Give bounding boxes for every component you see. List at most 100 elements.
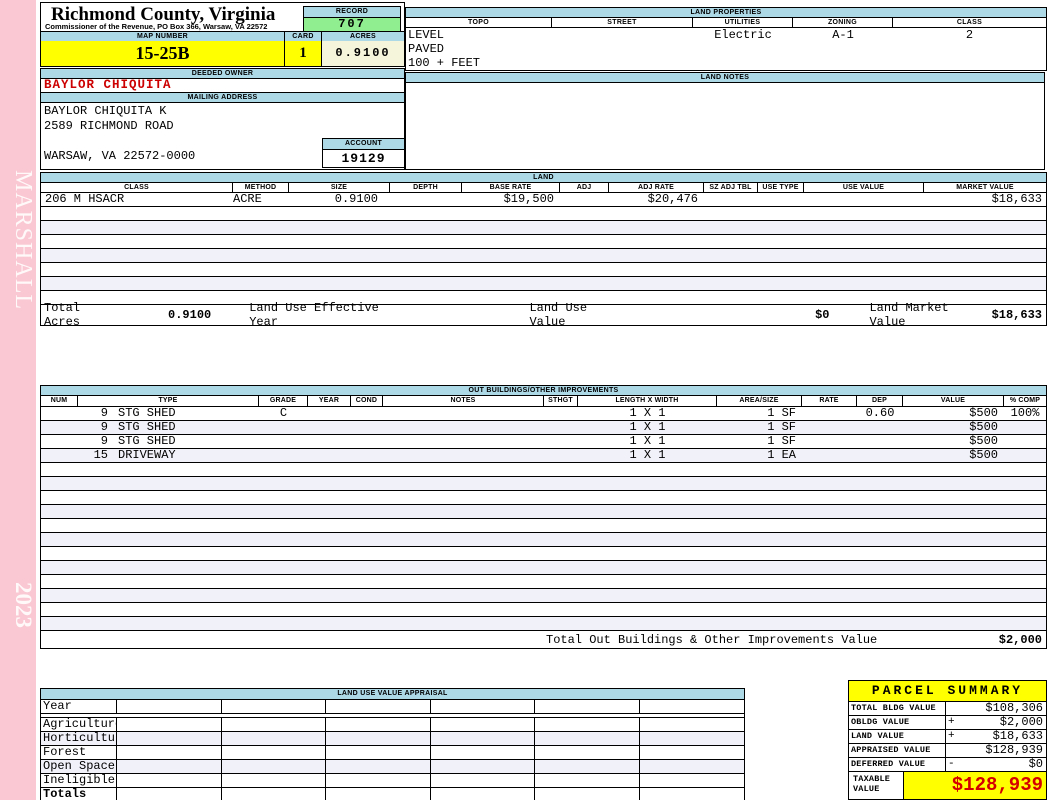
ob-num-value: 9 bbox=[100, 406, 108, 420]
ob-year-cell bbox=[308, 407, 351, 420]
empty-cell bbox=[535, 774, 640, 787]
operator: + bbox=[948, 716, 955, 728]
empty-cell bbox=[326, 718, 431, 731]
empty-cell bbox=[640, 732, 745, 745]
land-value: + $18,633 bbox=[946, 730, 1046, 743]
forest-label: Forest bbox=[41, 746, 117, 759]
county-header-block: Richmond County, Virginia Commissioner o… bbox=[40, 2, 405, 67]
land-use-appraisal-title: LAND USE VALUE APPRAISAL bbox=[41, 689, 744, 700]
out-building-row: 15 DRIVEWAY 1 X 1 1 EA $500 bbox=[41, 449, 1046, 463]
land-properties-column-headers: TOPO STREET UTILITIES ZONING CLASS bbox=[406, 18, 1046, 28]
land-table-title: LAND bbox=[41, 173, 1046, 183]
ob-sthgt-cell bbox=[544, 407, 578, 420]
land-depth-cell bbox=[390, 193, 462, 206]
ob-grade-cell: C bbox=[279, 406, 288, 420]
ineligible-label: Ineligible bbox=[43, 774, 117, 787]
land-use-value-header: USE VALUE bbox=[804, 183, 924, 192]
land-market-value-label: Land Market Value bbox=[869, 301, 949, 329]
deeded-owner-value: BAYLOR CHIQUITA bbox=[41, 79, 404, 93]
land-depth-header: DEPTH bbox=[390, 183, 462, 192]
empty-row bbox=[41, 221, 1046, 235]
empty-cell bbox=[431, 700, 535, 713]
land-base-rate-cell: $19,500 bbox=[503, 192, 554, 206]
empty-cell bbox=[117, 746, 222, 759]
empty-cell bbox=[640, 774, 745, 787]
land-use-row: Forest bbox=[41, 746, 744, 760]
ob-cond-cell bbox=[351, 407, 383, 420]
empty-row bbox=[41, 561, 1046, 575]
ob-num-cell bbox=[41, 435, 78, 448]
land-value-label: LAND VALUE bbox=[849, 730, 946, 743]
frontage-value: 100 + FEET bbox=[408, 56, 481, 70]
empty-cell bbox=[222, 718, 326, 731]
ob-pct-comp-header: % COMP bbox=[1009, 397, 1041, 404]
empty-row bbox=[41, 491, 1046, 505]
account-value: 19129 bbox=[341, 151, 386, 166]
empty-cell bbox=[431, 774, 535, 787]
operator: + bbox=[948, 730, 955, 742]
empty-row bbox=[41, 277, 1046, 291]
address-line-2: 2589 RICHMOND ROAD bbox=[44, 119, 174, 133]
empty-cell bbox=[117, 788, 222, 800]
ob-num-cell bbox=[41, 449, 78, 462]
effective-year-label: Land Use Effective Year bbox=[249, 301, 379, 329]
out-buildings-total-value: $2,000 bbox=[998, 632, 1042, 647]
land-table: LAND CLASS METHOD SIZE DEPTH BASE RATE A… bbox=[40, 172, 1047, 329]
ob-dep-cell bbox=[857, 421, 903, 434]
taxable-value-row: TAXABLE VALUE $128,939 bbox=[849, 772, 1046, 799]
ob-area-size-cell: 1 SF bbox=[767, 420, 796, 434]
ob-pct-comp-cell bbox=[1004, 435, 1046, 448]
ob-length-width-cell: 1 X 1 bbox=[629, 434, 666, 448]
empty-cell bbox=[535, 700, 640, 713]
land-method-cell: ACRE bbox=[233, 192, 262, 206]
land-base-rate-header: BASE RATE bbox=[462, 183, 560, 192]
empty-cell bbox=[535, 760, 640, 773]
topo-header: TOPO bbox=[406, 18, 552, 27]
ob-num-value: 15 bbox=[93, 448, 108, 462]
land-size-header: SIZE bbox=[289, 183, 390, 192]
ob-dep-header: DEP bbox=[857, 396, 903, 406]
parcel-summary-row: DEFERRED VALUE - $0 bbox=[849, 758, 1046, 772]
utilities-value: Electric bbox=[714, 28, 772, 42]
empty-cell bbox=[117, 732, 222, 745]
ob-sthgt-cell bbox=[544, 435, 578, 448]
land-properties-values: LEVEL PAVED 100 + FEET Electric A-1 2 bbox=[406, 28, 1046, 70]
land-notes-section: LAND NOTES bbox=[405, 72, 1045, 170]
land-adj-header: ADJ bbox=[560, 183, 609, 192]
empty-cell bbox=[222, 732, 326, 745]
empty-cell bbox=[535, 746, 640, 759]
ob-value-cell: $500 bbox=[969, 448, 998, 462]
land-use-value-cell bbox=[804, 193, 924, 206]
ob-type-value: STG SHED bbox=[118, 420, 176, 434]
empty-cell bbox=[326, 700, 431, 713]
empty-row bbox=[41, 533, 1046, 547]
ob-area-size-cell: 1 EA bbox=[767, 448, 796, 462]
empty-cell bbox=[535, 732, 640, 745]
out-buildings-title: OUT BUILDINGS/OTHER IMPROVEMENTS bbox=[41, 386, 1046, 396]
ob-rate-cell bbox=[802, 449, 857, 462]
empty-row bbox=[41, 505, 1046, 519]
zoning-header: ZONING bbox=[793, 18, 893, 27]
land-use-value-total: $0 bbox=[815, 308, 830, 322]
empty-cell bbox=[222, 760, 326, 773]
land-table-row: 206 M HSACR ACRE 0.9100 $19,500 $20,476 … bbox=[41, 193, 1046, 207]
land-notes-empty-area bbox=[405, 83, 1045, 170]
ob-cond-cell bbox=[351, 435, 383, 448]
out-buildings-totals-row: Total Out Buildings & Other Improvements… bbox=[41, 631, 1046, 648]
empty-cell bbox=[326, 788, 431, 800]
empty-cell bbox=[640, 760, 745, 773]
ob-area-size-cell: 1 SF bbox=[767, 406, 796, 420]
ob-pct-comp-cell bbox=[1004, 421, 1046, 434]
parcel-summary-row: APPRAISED VALUE $128,939 bbox=[849, 744, 1046, 758]
sidebar-watermark-vendor: MARSHALL bbox=[10, 169, 36, 310]
obldg-value-label: OBLDG VALUE bbox=[849, 716, 946, 729]
empty-cell bbox=[222, 700, 326, 713]
ob-dep-cell: 0.60 bbox=[865, 406, 895, 420]
empty-cell bbox=[640, 746, 745, 759]
land-use-type-cell bbox=[758, 193, 804, 206]
record-box: RECORD 707 bbox=[303, 6, 401, 32]
ob-type-cell: 9 STG SHED bbox=[78, 435, 259, 448]
empty-row bbox=[41, 575, 1046, 589]
land-use-totals-row: Totals bbox=[41, 788, 744, 800]
empty-cell bbox=[222, 746, 326, 759]
